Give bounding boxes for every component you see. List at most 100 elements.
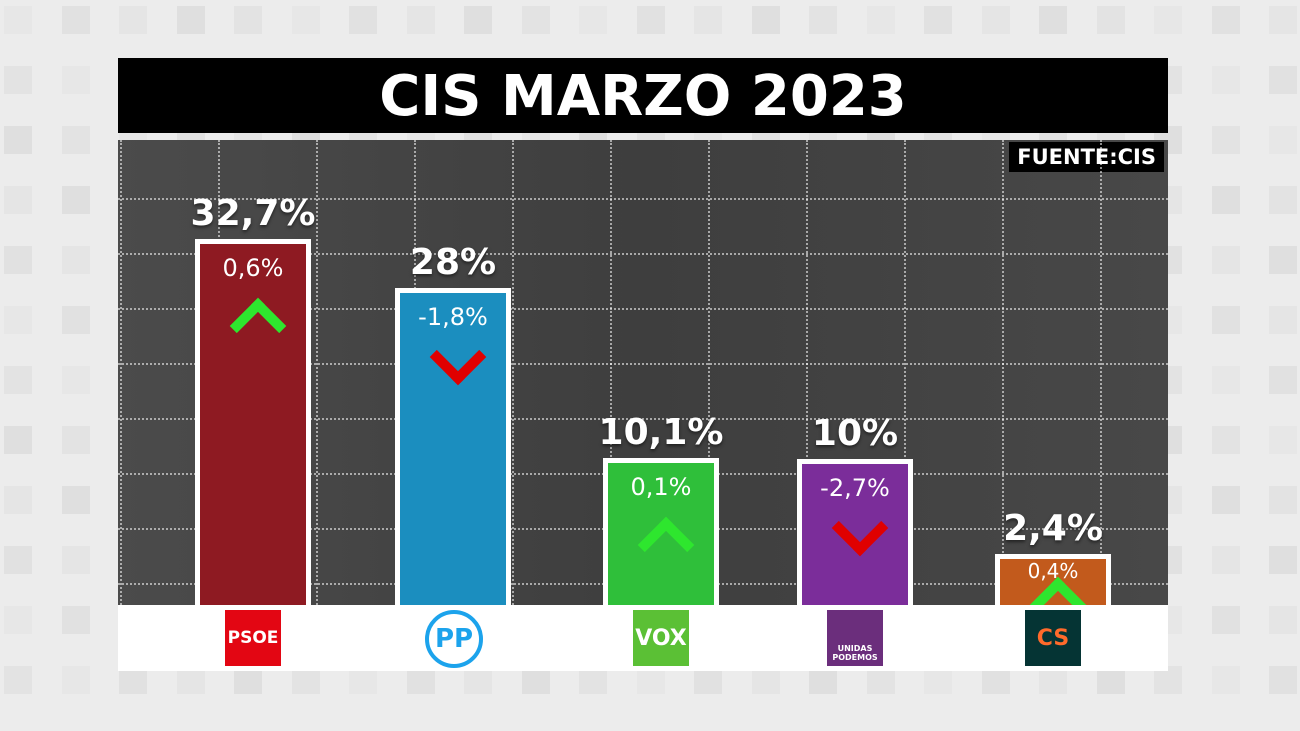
background-square: [61, 426, 90, 454]
background-square: [1211, 186, 1240, 214]
chart-title: CIS MARZO 2023: [118, 58, 1168, 133]
background-square: [61, 486, 90, 514]
background-square: [4, 426, 32, 454]
plot-area: FUENTE:CIS 0,6% 32,7% -1,8% 28% 0,1% 10,1% -2,…: [118, 140, 1168, 605]
grid-line-horizontal: [118, 418, 1168, 420]
background-square: [61, 306, 90, 334]
background-square: [4, 606, 32, 634]
grid-line-vertical: [806, 140, 808, 605]
background-square: [1211, 666, 1240, 694]
grid-line-vertical: [316, 140, 318, 605]
arrow-up-icon: [637, 516, 695, 574]
grid-line-horizontal: [118, 363, 1168, 365]
background-square: [1211, 366, 1240, 394]
background-square: [4, 486, 32, 514]
background-square: [1211, 606, 1240, 634]
background-square: [4, 126, 32, 154]
background-square: [349, 6, 377, 34]
background-square: [1269, 246, 1297, 274]
background-square: [1269, 426, 1297, 454]
grid-line-vertical: [904, 140, 906, 605]
background-square: [4, 246, 32, 274]
background-square: [4, 666, 32, 694]
background-square: [1269, 6, 1297, 34]
grid-line-horizontal: [118, 308, 1168, 310]
background-square: [176, 6, 205, 34]
background-square: [1269, 306, 1297, 334]
background-square: [751, 6, 780, 34]
logo-cs: CS: [1025, 610, 1081, 666]
background-square: [61, 546, 90, 574]
grid-line-vertical: [708, 140, 710, 605]
change-label: -1,8%: [418, 303, 488, 331]
bar-vox: 0,1%: [603, 458, 719, 605]
change-label: 0,4%: [1027, 559, 1079, 583]
background-square: [61, 66, 90, 94]
background-square: [61, 126, 90, 154]
logo-unidas-podemos: UNIDAS PODEMOS: [827, 610, 883, 666]
background-square: [234, 6, 262, 34]
background-square: [1211, 126, 1240, 154]
background-square: [1269, 366, 1297, 394]
background-square: [61, 6, 90, 34]
value-label: 28%: [409, 242, 497, 283]
background-square: [61, 666, 90, 694]
background-square: [4, 6, 32, 34]
party-logos: PSOE PP VOX UNIDAS PODEMOS CS: [118, 605, 1168, 671]
background-square: [4, 366, 32, 394]
logo-vox: VOX: [633, 610, 689, 666]
background-square: [1269, 486, 1297, 514]
change-label: 0,1%: [630, 473, 692, 501]
background-square: [1211, 486, 1240, 514]
arrow-up-icon: [229, 297, 287, 355]
background-square: [694, 6, 722, 34]
background-square: [521, 6, 550, 34]
background-square: [4, 306, 32, 334]
background-square: [636, 6, 665, 34]
background-square: [1211, 66, 1240, 94]
background-square: [1269, 126, 1297, 154]
background-square: [61, 186, 90, 214]
grid-line-horizontal: [118, 198, 1168, 200]
bar-pp: -1,8%: [395, 288, 511, 605]
change-label: 0,6%: [222, 254, 284, 282]
background-square: [4, 186, 32, 214]
background-square: [1211, 546, 1240, 574]
bar-cs: 0,4%: [995, 554, 1111, 605]
arrow-down-icon: [831, 499, 889, 557]
background-square: [1154, 6, 1182, 34]
grid-line-vertical: [120, 140, 122, 605]
background-square: [1211, 426, 1240, 454]
background-square: [4, 546, 32, 574]
logo-pp: PP: [425, 610, 483, 668]
background-square: [1269, 606, 1297, 634]
grid-line-vertical: [610, 140, 612, 605]
value-label: 10,1%: [598, 412, 724, 453]
background-square: [61, 366, 90, 394]
grid-line-vertical: [1100, 140, 1102, 605]
background-square: [1211, 246, 1240, 274]
background-square: [1269, 546, 1297, 574]
bar-psoe: 0,6%: [195, 239, 311, 605]
background-square: [809, 6, 837, 34]
background-square: [981, 6, 1010, 34]
background-square: [1096, 6, 1125, 34]
value-label: 32,7%: [190, 193, 316, 234]
background-square: [464, 6, 492, 34]
change-label: -2,7%: [820, 474, 890, 502]
background-square: [291, 6, 320, 34]
source-label: FUENTE:CIS: [1009, 142, 1164, 172]
background-square: [579, 6, 607, 34]
value-label: 10%: [811, 413, 899, 454]
background-square: [61, 606, 90, 634]
background-square: [4, 66, 32, 94]
background-square: [406, 6, 435, 34]
background-square: [61, 246, 90, 274]
background-square: [1211, 306, 1240, 334]
arrow-down-icon: [429, 328, 487, 386]
grid-line-horizontal: [118, 253, 1168, 255]
background-square: [1211, 6, 1240, 34]
grid-line-vertical: [512, 140, 514, 605]
background-square: [1269, 186, 1297, 214]
background-square: [1039, 6, 1067, 34]
